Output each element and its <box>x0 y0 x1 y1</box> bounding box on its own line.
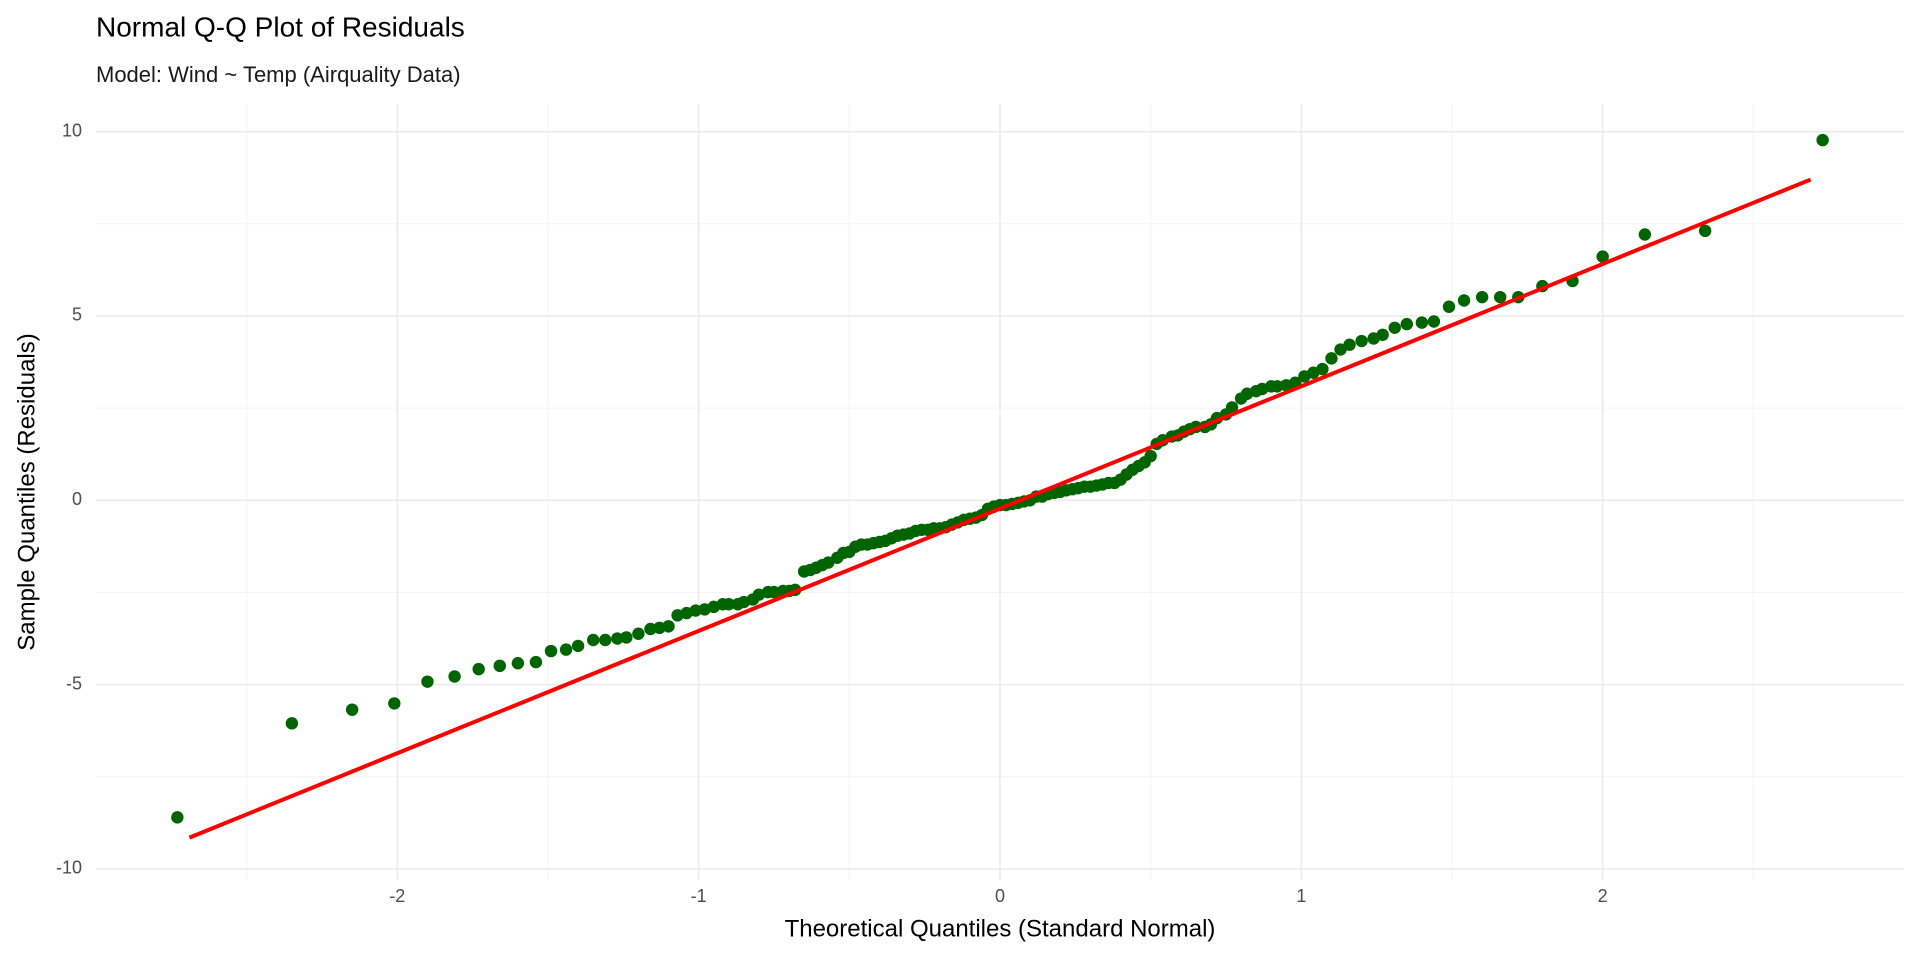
x-tick-label: 2 <box>1598 886 1608 906</box>
point <box>662 620 675 633</box>
point <box>1442 300 1456 313</box>
x-tick-label: 0 <box>995 886 1005 906</box>
point <box>620 631 633 644</box>
point <box>722 598 735 611</box>
x-tick-label: 1 <box>1296 886 1306 906</box>
y-tick-label: -5 <box>66 673 82 693</box>
y-axis-title: Sample Quantiles (Residuals) <box>13 333 40 650</box>
point <box>611 632 624 645</box>
reference-line <box>188 177 1812 840</box>
point <box>1457 294 1471 307</box>
point <box>1325 352 1338 365</box>
point <box>171 811 184 824</box>
point <box>1376 328 1389 341</box>
point <box>1596 250 1609 263</box>
point <box>644 622 657 636</box>
point <box>1494 290 1507 304</box>
point <box>285 717 299 730</box>
point <box>587 633 600 647</box>
y-tick-label: 5 <box>72 305 82 325</box>
point <box>511 657 525 670</box>
point <box>1427 315 1441 328</box>
point <box>1271 380 1284 393</box>
point <box>421 675 434 688</box>
x-axis-title: Theoretical Quantiles (Standard Normal) <box>785 915 1216 942</box>
point <box>1343 338 1356 351</box>
point <box>1225 401 1239 414</box>
point <box>571 639 585 653</box>
y-tick-label: 0 <box>72 489 82 509</box>
point <box>472 662 485 676</box>
point <box>1388 321 1401 334</box>
point <box>544 644 558 658</box>
point <box>1355 334 1368 348</box>
point <box>1638 228 1652 241</box>
point <box>1316 362 1329 376</box>
point <box>632 627 645 640</box>
point <box>767 585 781 599</box>
point <box>448 670 461 683</box>
chart-title: Normal Q-Q Plot of Residuals <box>96 11 465 42</box>
point <box>388 697 401 710</box>
point <box>345 703 359 716</box>
plot-area <box>171 133 1829 840</box>
x-tick-label: -1 <box>691 886 707 906</box>
point <box>1698 224 1712 238</box>
chart-subtitle: Model: Wind ~ Temp (Airquality Data) <box>96 62 461 87</box>
point <box>559 643 573 656</box>
point <box>493 659 506 673</box>
y-tick-label: 10 <box>62 120 82 140</box>
point <box>1475 290 1489 304</box>
point <box>1400 317 1414 331</box>
point <box>1415 316 1429 329</box>
point <box>529 655 543 669</box>
x-tick-label: -2 <box>389 886 405 906</box>
point <box>1144 449 1157 463</box>
y-tick-label: -10 <box>56 858 82 878</box>
point <box>599 633 612 647</box>
point <box>689 604 702 617</box>
point <box>1816 133 1829 147</box>
